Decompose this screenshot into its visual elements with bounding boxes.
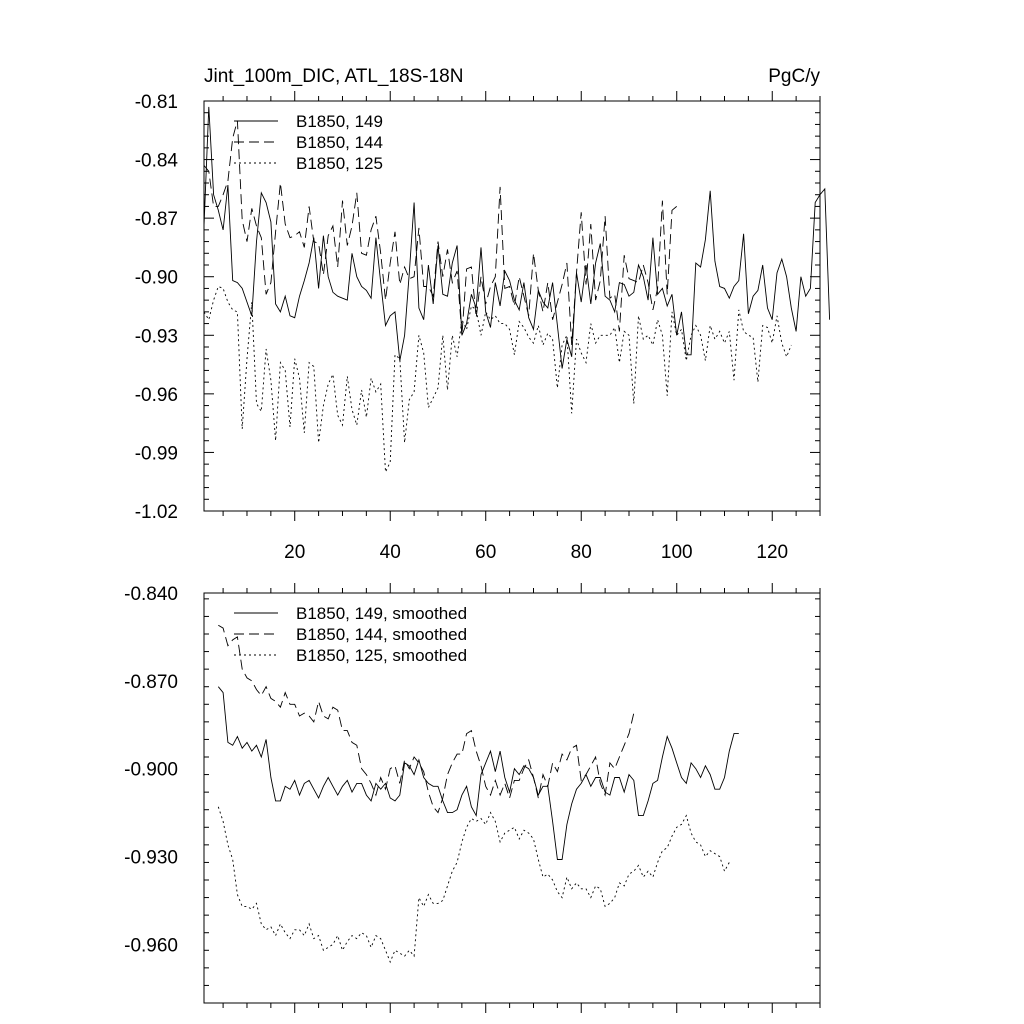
x-tick-label: 80 bbox=[571, 542, 592, 563]
y-tick-label: -0.96 bbox=[135, 385, 178, 406]
bottom-plot-frame bbox=[203, 592, 821, 1004]
top-series-group bbox=[203, 106, 831, 473]
series-line-2 bbox=[203, 120, 677, 346]
x-tick-label: 60 bbox=[475, 542, 496, 563]
y-tick-label: -0.870 bbox=[124, 672, 178, 693]
legend-label-3: B1850, 125 bbox=[296, 154, 383, 173]
bottom-legend: B1850, 149, smoothed B1850, 144, smoothed… bbox=[234, 604, 467, 665]
y-tick-label: -0.840 bbox=[124, 584, 178, 605]
bottom-series-group bbox=[217, 624, 739, 964]
legend-label-1: B1850, 149 bbox=[296, 112, 383, 131]
top-plot-frame bbox=[203, 100, 821, 512]
x-tick-label: 100 bbox=[661, 542, 693, 563]
x-tick-label: 120 bbox=[756, 542, 788, 563]
x-tick-label: 40 bbox=[380, 542, 401, 563]
series-line-1 bbox=[203, 106, 831, 369]
bottom-chart-panel: -0.840 -0.870 -0.900 -0.930 -0.960 B1850, 14… bbox=[124, 583, 821, 1013]
chart-title-left: Jint_100m_DIC, ATL_18S-18N bbox=[204, 66, 463, 87]
y-tick-label: -1.02 bbox=[135, 502, 178, 523]
series-line-3 bbox=[203, 285, 792, 473]
legend-label-2: B1850, 144 bbox=[296, 133, 383, 152]
bottom-axis-ticks: -0.840 -0.870 -0.900 -0.930 -0.960 bbox=[124, 583, 821, 1013]
y-tick-label: -0.84 bbox=[135, 151, 179, 172]
y-tick-label: -0.99 bbox=[135, 443, 178, 464]
legend-label-2: B1850, 144, smoothed bbox=[296, 625, 467, 644]
y-tick-label: -0.81 bbox=[135, 92, 178, 113]
y-tick-label: -0.930 bbox=[124, 848, 178, 869]
series-line-2 bbox=[218, 624, 635, 814]
top-chart-panel: -0.81 -0.84 -0.87 -0.90 -0.93 -0.96 -0.99 -1.02… bbox=[135, 91, 831, 563]
legend-label-3: B1850, 125, smoothed bbox=[296, 646, 467, 665]
y-tick-label: -0.900 bbox=[124, 760, 178, 781]
top-legend: B1850, 149 B1850, 144 B1850, 125 bbox=[234, 112, 383, 173]
y-tick-label: -0.87 bbox=[135, 209, 178, 230]
chart-title-right: PgC/y bbox=[768, 66, 820, 87]
series-line-1 bbox=[217, 686, 739, 860]
y-tick-label: -0.960 bbox=[124, 935, 178, 956]
series-line-3 bbox=[217, 806, 730, 964]
y-tick-label: -0.93 bbox=[135, 326, 178, 347]
y-tick-label: -0.90 bbox=[135, 268, 178, 289]
top-axis-ticks: -0.81 -0.84 -0.87 -0.90 -0.93 -0.96 -0.99 -1.02… bbox=[135, 91, 821, 563]
x-tick-label: 20 bbox=[284, 542, 305, 563]
legend-label-1: B1850, 149, smoothed bbox=[296, 604, 467, 623]
